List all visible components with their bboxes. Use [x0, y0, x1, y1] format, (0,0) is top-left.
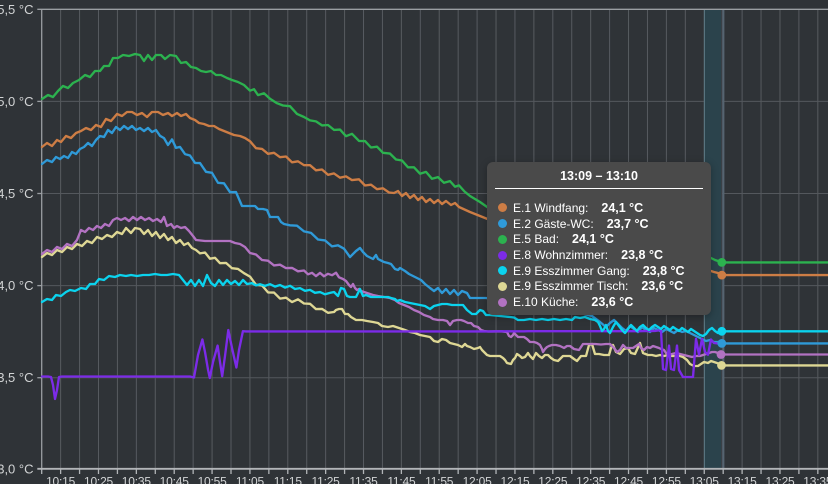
svg-text:11:25: 11:25 [312, 475, 341, 484]
svg-text:25,0 °C: 25,0 °C [0, 94, 34, 109]
svg-text:11:05: 11:05 [236, 475, 265, 484]
svg-text:24,0 °C: 24,0 °C [0, 278, 34, 293]
svg-text:12:05: 12:05 [463, 475, 493, 484]
svg-text:10:15: 10:15 [46, 475, 76, 484]
svg-text:11:35: 11:35 [349, 475, 378, 484]
svg-text:10:45: 10:45 [160, 475, 190, 484]
svg-text:10:35: 10:35 [122, 475, 152, 484]
svg-text:10:25: 10:25 [84, 475, 114, 484]
svg-text:11:55: 11:55 [425, 475, 454, 484]
svg-text:13:15: 13:15 [728, 475, 758, 484]
svg-text:10:55: 10:55 [198, 475, 228, 484]
svg-text:12:45: 12:45 [614, 475, 644, 484]
svg-text:23,5 °C: 23,5 °C [0, 370, 34, 385]
svg-text:23,0 °C: 23,0 °C [0, 461, 34, 476]
svg-text:12:25: 12:25 [538, 475, 568, 484]
svg-text:12:15: 12:15 [500, 475, 530, 484]
svg-text:13:05: 13:05 [690, 475, 720, 484]
svg-text:12:35: 12:35 [576, 475, 606, 484]
svg-text:25,5 °C: 25,5 °C [0, 2, 34, 17]
svg-text:11:15: 11:15 [274, 475, 303, 484]
svg-text:13:35: 13:35 [803, 475, 828, 484]
svg-text:11:45: 11:45 [387, 475, 416, 484]
svg-text:13:25: 13:25 [765, 475, 795, 484]
svg-text:12:55: 12:55 [652, 475, 682, 484]
svg-text:24,5 °C: 24,5 °C [0, 186, 34, 201]
